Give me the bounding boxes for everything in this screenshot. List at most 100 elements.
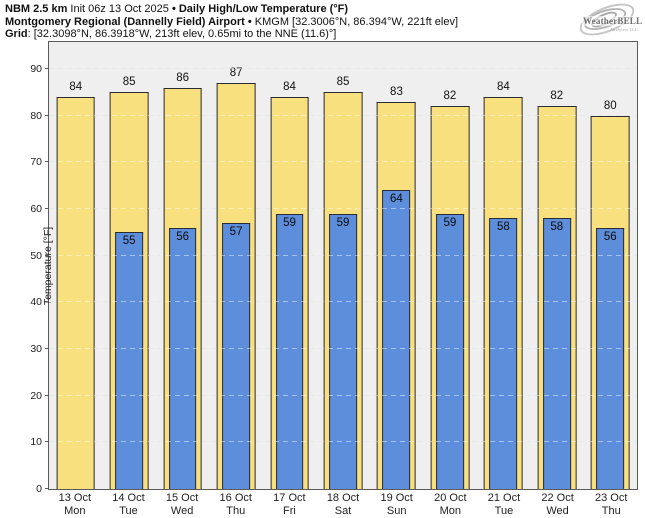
x-tick-day: Sat: [334, 505, 352, 517]
x-tick-day: Mon: [439, 505, 461, 517]
high-value-label: 85: [336, 76, 350, 89]
x-tick-date: 23 Oct: [595, 492, 628, 504]
y-tick-label-90: 90: [30, 63, 42, 75]
x-tick-day: Thu: [226, 505, 246, 517]
low-bar: 59: [436, 213, 464, 489]
logo-subtext: Analytics LLC: [610, 27, 638, 32]
bar-group-15-Oct: 86 56: [156, 42, 209, 489]
bar-group-16-Oct: 87 57: [209, 42, 262, 489]
y-tick-mark: [45, 394, 49, 396]
y-tick-label-10: 10: [30, 436, 42, 449]
low-value-label: 58: [550, 221, 564, 234]
x-tick-label-14-Oct: 14 Oct Tue: [102, 492, 156, 518]
high-value-label: 82: [550, 90, 564, 103]
low-value-label: 56: [603, 230, 617, 243]
low-value-label: 59: [283, 216, 296, 229]
y-tick-mark: [45, 441, 49, 443]
x-tick-day: Mon: [64, 505, 86, 517]
x-tick-date: 19 Oct: [380, 492, 413, 504]
y-tick-mark: [45, 114, 49, 116]
gridline-90: [49, 68, 637, 69]
bar-group-17-Oct: 84 59: [263, 42, 316, 489]
y-tick-mark: [45, 254, 49, 256]
x-tick-date: 13 Oct: [58, 492, 92, 504]
y-tick-label-40: 40: [30, 296, 42, 309]
x-tick-label-13-Oct: 13 Oct Mon: [48, 492, 102, 518]
x-tick-label-18-Oct: 18 Oct Sat: [316, 492, 370, 518]
high-value-label: 82: [443, 90, 457, 103]
gridline-20: [49, 394, 637, 396]
x-tick-label-16-Oct: 16 Oct Thu: [209, 492, 263, 518]
bar-group-23-Oct: 80 56: [584, 42, 637, 489]
y-tick-label-0: 0: [36, 483, 42, 495]
y-tick-mark: [45, 161, 49, 163]
low-value-label: 59: [443, 216, 457, 229]
gridline-90: [49, 68, 637, 69]
x-tick-day: Fri: [282, 505, 296, 517]
x-tick-label-20-Oct: 20 Oct Mon: [423, 492, 477, 518]
x-tick-day: Thu: [601, 505, 621, 517]
low-value-label: 57: [229, 226, 243, 238]
x-tick-label-19-Oct: 19 Oct Sun: [370, 492, 424, 518]
high-value-label: 84: [69, 81, 83, 93]
x-tick-date: 17 Oct: [273, 492, 306, 504]
high-value-label: 86: [176, 71, 190, 84]
high-value-label: 84: [496, 81, 510, 93]
high-value-label: 80: [603, 99, 617, 112]
gridline-70: [49, 161, 637, 163]
high-value-label: 83: [390, 85, 403, 98]
y-tick-mark: [45, 68, 49, 69]
bar-group-18-Oct: 85 59: [316, 42, 369, 489]
high-value-label: 84: [283, 81, 296, 93]
chart-header: NBM 2.5 km Init 06z 13 Oct 2025 • Daily …: [5, 3, 458, 41]
bar-group-21-Oct: 84 58: [477, 42, 530, 489]
station-name: Montgomery Regional (Dannelly Field) Air…: [5, 15, 245, 28]
grid-meta: : [32.3098°N, 86.3918°W, 213ft elev, 0.6…: [27, 28, 337, 40]
y-tick-label-80: 80: [30, 109, 42, 122]
low-bar: 64: [382, 190, 411, 489]
x-tick-label-22-Oct: 22 Oct Wed: [531, 492, 585, 518]
low-bar: 56: [168, 227, 197, 489]
x-tick-day: Tue: [494, 505, 514, 517]
y-tick-label-70: 70: [30, 156, 42, 169]
bar-group-14-Oct: 85 55: [102, 42, 155, 489]
x-tick-date: 22 Oct: [541, 492, 574, 504]
separator-bullet-2: •: [247, 15, 252, 28]
x-tick-date: 15 Oct: [165, 492, 199, 504]
low-bar: 58: [489, 218, 518, 489]
grid-label: Grid: [5, 28, 28, 40]
model-name: NBM 2.5 km: [5, 3, 68, 15]
low-bar: 57: [222, 223, 250, 489]
bar-group-20-Oct: 82 59: [423, 42, 476, 489]
x-tick-day: Sun: [386, 505, 407, 517]
y-tick-label-50: 50: [30, 249, 42, 262]
plot-area: Temperature [°F] 84 85 55 86 56 87 57 84 59 85 59 8…: [30, 41, 638, 495]
weatherbell-logo: WeatherBELL Analytics LLC: [572, 0, 644, 43]
bar-group-13-Oct: 84: [49, 42, 102, 489]
bar-group-19-Oct: 83 64: [370, 42, 423, 489]
x-axis-labels: 13 Oct Mon 14 Oct Tue 15 Oct Wed 16 Oct Thu 17 O…: [48, 492, 638, 518]
low-bar: 58: [542, 218, 571, 489]
x-tick-label-15-Oct: 15 Oct Wed: [155, 492, 209, 518]
separator-bullet: •: [171, 3, 176, 15]
y-tick-label-20: 20: [30, 389, 42, 402]
station-meta: KMGM [32.3006°N, 86.394°W, 221ft elev]: [251, 15, 458, 28]
low-value-label: 56: [176, 230, 190, 243]
x-tick-date: 14 Oct: [112, 492, 145, 504]
high-bar: [56, 97, 96, 489]
low-value-label: 59: [336, 216, 350, 229]
x-tick-date: 16 Oct: [219, 492, 252, 504]
header-line-1: NBM 2.5 km Init 06z 13 Oct 2025 • Daily …: [5, 3, 458, 16]
low-bar: 59: [329, 213, 357, 489]
x-tick-label-23-Oct: 23 Oct Thu: [584, 492, 638, 518]
y-tick-mark: [45, 208, 49, 209]
bar-group-22-Oct: 82 58: [530, 42, 583, 489]
low-value-label: 55: [122, 235, 136, 248]
low-bar: 59: [275, 213, 304, 489]
header-line-2: Montgomery Regional (Dannelly Field) Air…: [5, 16, 458, 29]
gridline-10: [49, 441, 637, 443]
y-tick-mark: [45, 348, 49, 349]
x-tick-day: Wed: [546, 505, 569, 517]
gridline-80: [49, 114, 637, 116]
gridline-40: [49, 301, 637, 303]
